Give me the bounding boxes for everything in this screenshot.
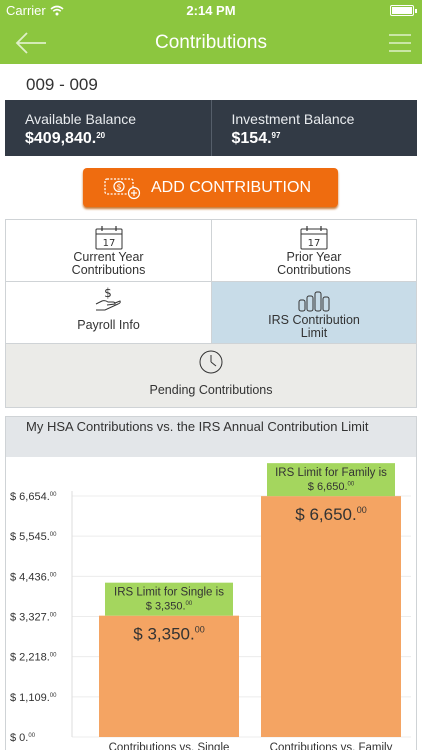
svg-text:$: $ bbox=[104, 286, 112, 300]
calendar-day: 17 bbox=[102, 238, 115, 249]
hamburger-menu-icon[interactable] bbox=[388, 31, 412, 55]
payroll-info-tile[interactable]: $ Payroll Info bbox=[6, 282, 212, 344]
bar-single bbox=[99, 615, 239, 737]
y-tick-label: $ 2,218.00 bbox=[10, 652, 57, 664]
money-hand-icon: $ bbox=[95, 286, 121, 311]
add-contribution-button[interactable]: $ ADD CONTRIBUTION bbox=[83, 168, 338, 207]
payroll-info-label: Payroll Info bbox=[77, 318, 140, 332]
y-tick-label: $ 1,109.00 bbox=[10, 692, 57, 704]
y-tick-label: $ 6,654.00 bbox=[10, 491, 57, 503]
status-time: 2:14 PM bbox=[186, 3, 236, 18]
prior-year-line1: Prior Year bbox=[286, 250, 342, 264]
bar-value-label: $ 6,650.00 bbox=[295, 505, 366, 524]
y-tick-label: $ 3,327.00 bbox=[10, 612, 57, 624]
bar-family bbox=[261, 496, 401, 737]
pending-contributions-label: Pending Contributions bbox=[149, 383, 273, 397]
available-balance-dollars: $409,840. bbox=[25, 130, 97, 147]
y-tick-label: $ 5,545.00 bbox=[10, 531, 57, 543]
irs-contribution-limit-tile[interactable]: IRS Contribution Limit bbox=[212, 282, 416, 344]
contribution-menu-grid: 17 Current Year Contributions 17 Prior Y… bbox=[5, 219, 417, 408]
carrier-label: Carrier bbox=[6, 3, 46, 18]
bar-chart-icon bbox=[298, 291, 330, 312]
irs-limit-chart-panel: My HSA Contributions vs. the IRS Annual … bbox=[5, 416, 417, 750]
clock-icon bbox=[199, 350, 223, 374]
investment-balance-label: Investment Balance bbox=[231, 111, 355, 127]
irs-limit-line2: Limit bbox=[300, 326, 328, 340]
irs-limit-label-line1: IRS Limit for Family is bbox=[275, 467, 387, 479]
available-balance-cents: 20 bbox=[96, 131, 106, 140]
add-contribution-label: ADD CONTRIBUTION bbox=[151, 178, 311, 196]
investment-balance-dollars: $154. bbox=[231, 130, 272, 147]
available-balance: Available Balance $409,840.20 bbox=[5, 100, 211, 156]
carrier-info: Carrier bbox=[6, 3, 64, 18]
y-tick-label: $ 4,436.00 bbox=[10, 571, 57, 583]
current-year-contributions-tile[interactable]: 17 Current Year Contributions bbox=[6, 220, 212, 282]
page-title: Contributions bbox=[155, 32, 267, 53]
available-balance-label: Available Balance bbox=[25, 111, 137, 127]
irs-limit-label-box bbox=[267, 463, 395, 497]
prior-year-contributions-tile[interactable]: 17 Prior Year Contributions bbox=[212, 220, 416, 282]
irs-limit-label-line1: IRS Limit for Single is bbox=[114, 587, 224, 599]
calendar-icon: 17 bbox=[300, 226, 328, 250]
wifi-icon bbox=[50, 5, 64, 16]
chart-title: My HSA Contributions vs. the IRS Annual … bbox=[6, 417, 416, 457]
available-balance-amount: $409,840.20 bbox=[25, 130, 211, 148]
investment-balance-cents: 97 bbox=[271, 131, 281, 140]
investment-balance: Investment Balance $154.97 bbox=[210, 100, 418, 156]
bar-value-label: $ 3,350.00 bbox=[133, 625, 204, 644]
svg-text:$: $ bbox=[116, 182, 121, 191]
pending-contributions-tile[interactable]: Pending Contributions bbox=[6, 344, 416, 407]
irs-limit-line1: IRS Contribution bbox=[268, 313, 360, 327]
x-category-label: Contributions vs. Single bbox=[109, 742, 230, 750]
current-year-line1: Current Year bbox=[73, 250, 144, 264]
money-add-icon: $ bbox=[104, 177, 141, 199]
prior-year-line2: Contributions bbox=[277, 263, 351, 277]
irs-limit-label-line2: $ 6,650.00 bbox=[308, 481, 355, 493]
irs-limit-label-line2: $ 3,350.00 bbox=[146, 601, 193, 613]
back-arrow-icon[interactable] bbox=[14, 30, 48, 56]
balances-panel: Available Balance $409,840.20 Investment… bbox=[5, 100, 417, 156]
status-bar: Carrier 2:14 PM bbox=[0, 0, 422, 22]
account-id: 009 - 009 bbox=[26, 75, 98, 94]
irs-limit-bar-chart: $ 0.00 $ 1,109.00 $ 2,218.00 $ 3,327.00 $ 4,… bbox=[10, 463, 411, 750]
battery-icon bbox=[390, 5, 417, 16]
investment-balance-amount: $154.97 bbox=[232, 130, 418, 148]
calendar-icon: 17 bbox=[95, 226, 122, 250]
calendar-day: 17 bbox=[308, 238, 321, 249]
current-year-line2: Contributions bbox=[71, 263, 146, 277]
nav-bar: Contributions bbox=[0, 22, 422, 64]
irs-limit-label-box bbox=[105, 582, 233, 616]
y-tick-label: $ 0.00 bbox=[10, 732, 36, 744]
x-category-label: Contributions vs. Family bbox=[270, 742, 393, 750]
